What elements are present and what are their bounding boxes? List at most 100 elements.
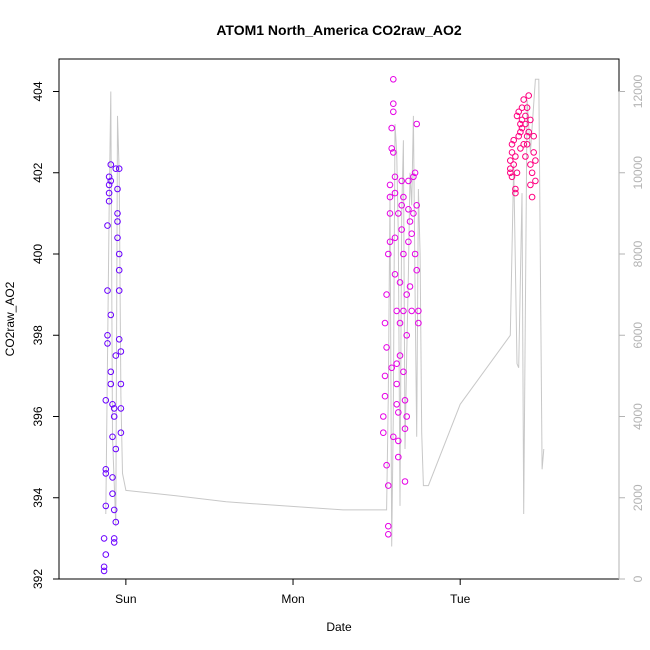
data-point <box>380 413 387 420</box>
data-point <box>507 169 514 177</box>
data-point <box>105 189 113 197</box>
data-point <box>401 478 409 485</box>
data-point <box>515 108 523 116</box>
y-tick-label: 392 <box>31 569 45 589</box>
data-point <box>408 230 416 237</box>
data-point <box>105 197 113 205</box>
data-point <box>510 161 518 168</box>
y-tick-label: 402 <box>31 162 45 182</box>
axis-layer: 392 394 396 398 400 402 404 0 2000 4000 6000 8000 10… <box>31 74 645 606</box>
data-point <box>114 210 121 217</box>
data-point <box>380 429 387 437</box>
data-point <box>408 307 416 315</box>
data-point <box>507 157 514 164</box>
y2-tick-label: 10000 <box>631 156 645 190</box>
data-point <box>415 319 422 327</box>
y2-tick-label: 2000 <box>631 484 645 511</box>
data-point <box>391 189 399 197</box>
data-point <box>102 470 110 477</box>
data-point <box>114 234 121 242</box>
data-point <box>104 222 111 229</box>
data-point <box>517 120 524 128</box>
data-point <box>410 173 417 181</box>
data-point <box>400 193 407 201</box>
data-point <box>393 380 401 388</box>
data-point <box>390 76 397 83</box>
data-point <box>117 405 125 412</box>
data-point <box>115 266 123 274</box>
data-point <box>515 132 523 140</box>
data-point <box>110 506 118 514</box>
data-point <box>395 453 402 461</box>
data-point <box>406 283 414 290</box>
data-point <box>391 271 399 278</box>
data-point <box>517 145 524 152</box>
data-point <box>508 149 516 156</box>
data-point <box>107 311 115 319</box>
data-point <box>107 177 115 185</box>
data-point <box>513 112 521 120</box>
data-point <box>401 425 409 433</box>
data-point <box>381 372 389 380</box>
data-point <box>390 100 397 107</box>
data-point <box>512 189 519 197</box>
data-point <box>117 380 125 388</box>
data-point <box>385 531 392 538</box>
data-point <box>390 108 397 116</box>
data-point <box>102 502 110 510</box>
data-point <box>393 360 401 368</box>
data-point <box>510 136 518 144</box>
data-point <box>112 165 120 172</box>
data-point <box>104 332 111 339</box>
y-tick-label: 398 <box>31 325 45 345</box>
data-point <box>109 433 116 441</box>
data-point <box>388 364 396 372</box>
data-point <box>383 291 390 298</box>
y-tick-label: 404 <box>31 81 45 101</box>
data-point <box>386 193 394 201</box>
data-point <box>507 165 514 172</box>
y-tick-label: 394 <box>31 487 45 507</box>
line-layer <box>105 78 545 547</box>
data-point <box>117 348 125 355</box>
data-point <box>527 161 534 168</box>
data-point <box>385 522 392 530</box>
data-point <box>114 185 121 193</box>
data-point <box>401 397 409 404</box>
data-point <box>388 124 396 132</box>
data-point <box>523 141 531 148</box>
data-point <box>112 445 120 453</box>
data-point <box>403 332 411 339</box>
data-point <box>390 433 397 441</box>
data-point <box>393 307 401 315</box>
data-point <box>110 413 118 420</box>
data-point <box>400 368 407 376</box>
data-point <box>520 96 528 103</box>
data-point <box>525 128 533 136</box>
data-point <box>109 490 116 498</box>
data-point <box>522 120 529 128</box>
data-point <box>100 563 108 571</box>
data-point <box>381 392 389 400</box>
data-point <box>396 352 404 359</box>
y2-tick-label: 0 <box>631 575 645 582</box>
data-point <box>518 104 526 111</box>
data-point <box>107 380 115 388</box>
data-point <box>508 173 516 181</box>
data-point <box>512 153 519 160</box>
data-point <box>411 250 419 258</box>
data-point <box>102 397 110 404</box>
data-point <box>112 518 120 526</box>
data-point <box>110 535 118 542</box>
data-point <box>115 287 123 294</box>
data-point <box>406 218 414 225</box>
data-point <box>528 193 536 201</box>
data-point <box>522 112 529 120</box>
data-point <box>518 116 526 124</box>
plot-frame <box>58 58 620 580</box>
raw-line <box>105 78 545 547</box>
data-point <box>391 173 399 181</box>
data-point <box>415 307 422 315</box>
data-point <box>512 185 519 193</box>
